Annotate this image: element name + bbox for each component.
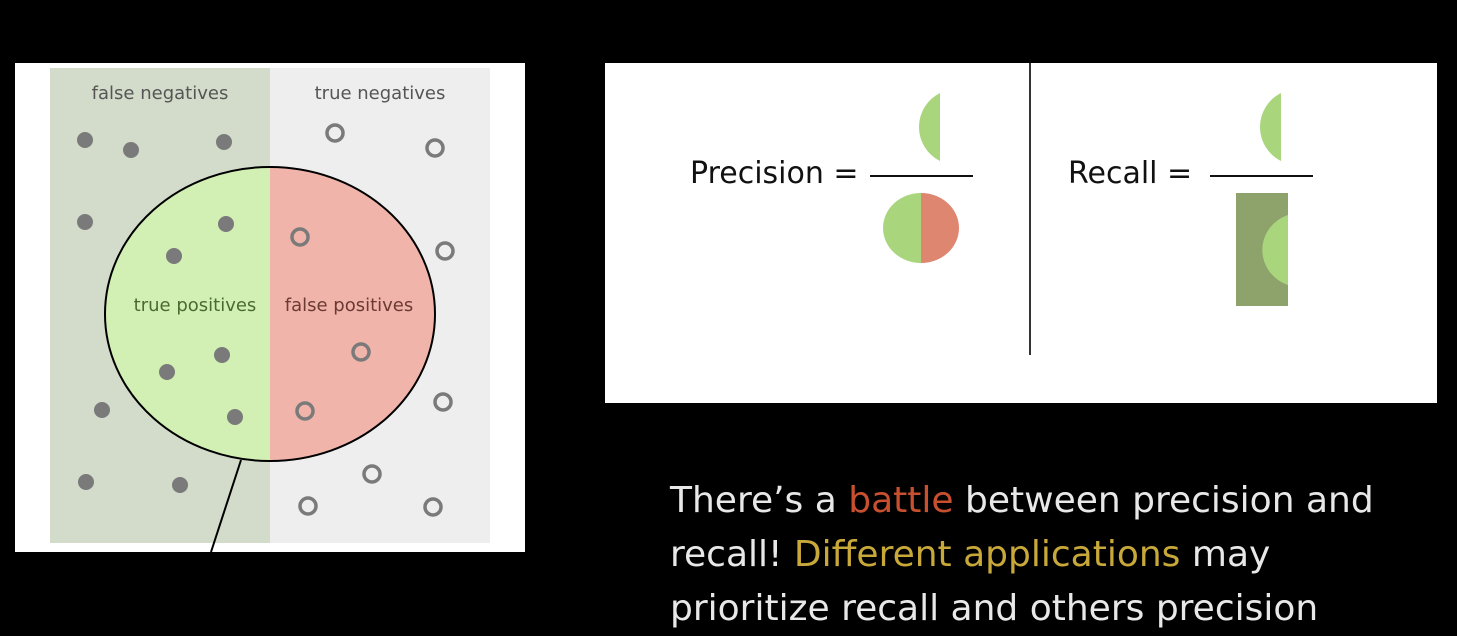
relevant-dot [77, 132, 93, 148]
non-relevant-dot [423, 497, 443, 517]
relevant-dot [94, 402, 110, 418]
relevant-dot [78, 474, 94, 490]
non-relevant-dot [351, 342, 371, 362]
relevant-dot [159, 364, 175, 380]
relevant-dot [77, 214, 93, 230]
relevant-dot [227, 409, 243, 425]
precision-recall-diagram: false negatives true negatives true posi… [15, 63, 525, 552]
pointer-line [210, 459, 242, 552]
recall-label: Recall = [1068, 156, 1193, 191]
caption-part-2: between precision and recall! [670, 480, 1374, 575]
formulas-svg [870, 63, 1313, 355]
relevant-dots [77, 132, 243, 493]
non-relevant-dot [298, 496, 318, 516]
non-relevant-dot [295, 401, 315, 421]
relevant-dot [123, 142, 139, 158]
relevant-dot [216, 134, 232, 150]
true-positives-label: true positives [134, 295, 257, 316]
true-negatives-label: true negatives [315, 83, 446, 104]
non-relevant-dot [425, 138, 445, 158]
true-positives-area [105, 167, 270, 461]
false-negatives-label: false negatives [92, 83, 229, 104]
non-relevant-dot [325, 123, 345, 143]
recall-denominator-half-circle-icon [1262, 215, 1288, 285]
non-relevant-dot [362, 464, 382, 484]
caption-part-1: There’s a [670, 480, 849, 521]
relevant-dot [166, 248, 182, 264]
relevant-dot [218, 216, 234, 232]
non-relevant-dot [435, 241, 455, 261]
non-relevant-dot [290, 227, 310, 247]
precision-denominator-red-icon [921, 193, 959, 263]
non-relevant-dots [290, 123, 455, 517]
formulas-panel: Precision = Recall = [605, 63, 1437, 403]
precision-label: Precision = [690, 156, 859, 191]
false-positives-area [270, 167, 435, 461]
caption-battle: battle [848, 480, 954, 521]
caption-text: There’s a battle between precision and r… [670, 474, 1430, 636]
caption-part-3: may prioritize recall and others precisi… [670, 534, 1319, 629]
recall-numerator-icon [1259, 93, 1281, 161]
caption-different-applications: Different applications [793, 534, 1181, 575]
venn-diagram-svg: false negatives true negatives true posi… [50, 68, 490, 552]
precision-denominator-green-icon [883, 193, 921, 263]
relevant-dot [172, 477, 188, 493]
selected-elements-circle [104, 166, 436, 462]
precision-numerator-icon [918, 93, 940, 161]
relevant-dot [214, 347, 230, 363]
false-positives-label: false positives [285, 295, 414, 316]
non-relevant-dot [433, 392, 453, 412]
